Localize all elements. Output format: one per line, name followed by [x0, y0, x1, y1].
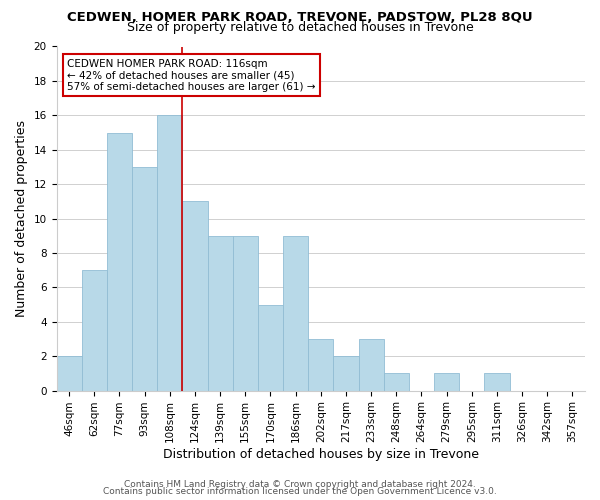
Text: Size of property relative to detached houses in Trevone: Size of property relative to detached ho…: [127, 21, 473, 34]
Bar: [258, 304, 283, 390]
Bar: [484, 374, 509, 390]
Bar: [359, 339, 383, 390]
Bar: [82, 270, 107, 390]
Y-axis label: Number of detached properties: Number of detached properties: [15, 120, 28, 317]
Bar: [56, 356, 82, 390]
Bar: [233, 236, 258, 390]
Bar: [107, 132, 132, 390]
Bar: [308, 339, 334, 390]
Bar: [383, 374, 409, 390]
Text: Contains public sector information licensed under the Open Government Licence v3: Contains public sector information licen…: [103, 487, 497, 496]
Bar: [182, 202, 208, 390]
Text: Contains HM Land Registry data © Crown copyright and database right 2024.: Contains HM Land Registry data © Crown c…: [124, 480, 476, 489]
Bar: [132, 167, 157, 390]
Bar: [157, 116, 182, 390]
Bar: [434, 374, 459, 390]
Bar: [334, 356, 359, 390]
Bar: [283, 236, 308, 390]
Bar: [208, 236, 233, 390]
Text: CEDWEN, HOMER PARK ROAD, TREVONE, PADSTOW, PL28 8QU: CEDWEN, HOMER PARK ROAD, TREVONE, PADSTO…: [67, 11, 533, 24]
X-axis label: Distribution of detached houses by size in Trevone: Distribution of detached houses by size …: [163, 448, 479, 461]
Text: CEDWEN HOMER PARK ROAD: 116sqm
← 42% of detached houses are smaller (45)
57% of : CEDWEN HOMER PARK ROAD: 116sqm ← 42% of …: [67, 58, 316, 92]
